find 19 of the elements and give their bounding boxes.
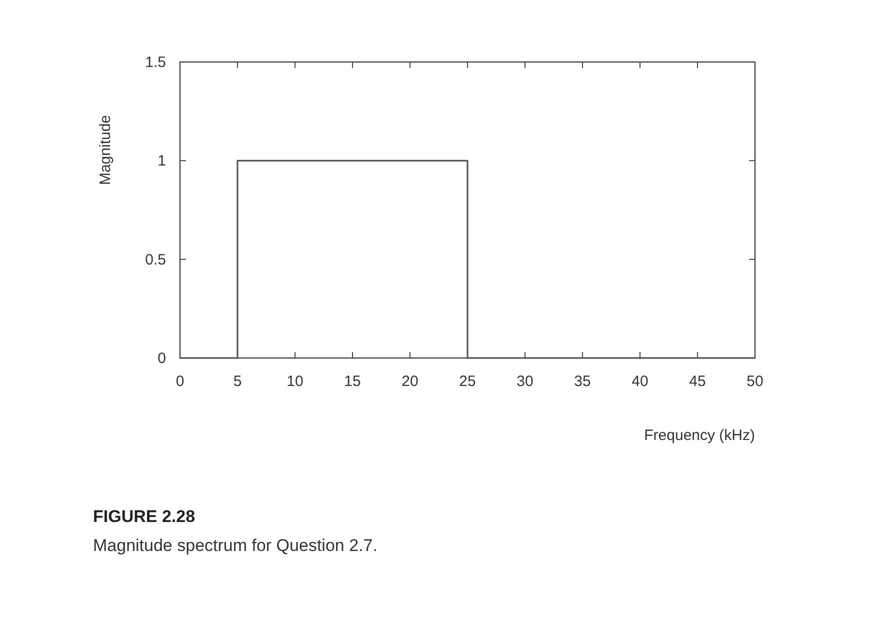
y-axis-title: Magnitude: [97, 114, 114, 186]
y-tick-label: 1: [158, 152, 166, 170]
x-tick-label: 50: [746, 373, 764, 390]
x-tick-label: 45: [689, 373, 706, 390]
x-tick-label: 35: [574, 373, 591, 390]
x-tick-label: 30: [516, 373, 534, 390]
x-tick-label: 15: [344, 373, 361, 390]
x-tick-label: 40: [632, 373, 648, 390]
x-tick-label: 25: [459, 373, 476, 390]
y-tick-label: 0.5: [145, 251, 166, 268]
x-tick-label: 10: [286, 373, 304, 390]
x-tick-label: 0: [176, 373, 184, 390]
x-tick-label: 5: [233, 373, 242, 390]
x-axis-title: Frequency (kHz): [644, 427, 756, 444]
x-tick-label: 20: [402, 373, 418, 390]
text: FIGURE 2.28: [93, 507, 196, 526]
text: Magnitude spectrum for Question 2.7.: [93, 536, 378, 555]
y-tick-label: 1.5: [145, 54, 166, 71]
y-tick-label: 0: [158, 350, 166, 367]
